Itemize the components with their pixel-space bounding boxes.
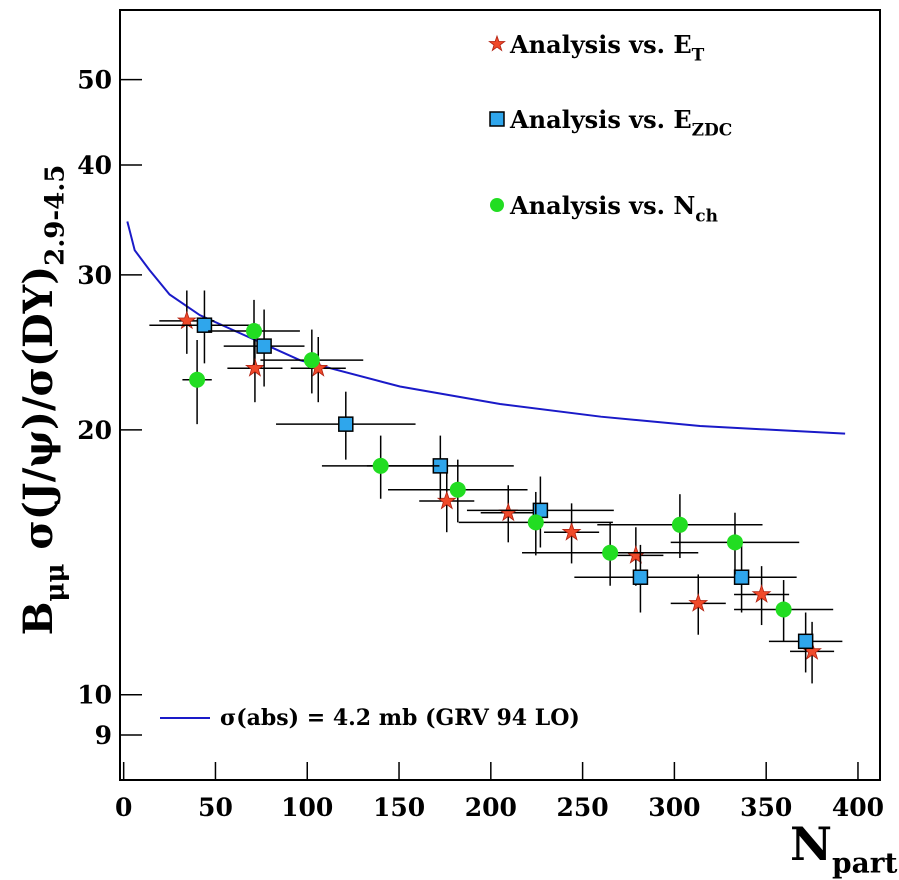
x-tick-label: 250 — [557, 793, 609, 822]
y-tick-label: 10 — [77, 681, 112, 710]
marker — [372, 457, 389, 474]
y-tick-label: 9 — [95, 721, 112, 750]
marker — [561, 521, 582, 541]
text-part: Analysis vs. N — [509, 191, 695, 220]
marker — [449, 481, 466, 498]
marker — [775, 601, 792, 618]
text-part: Analysis vs. E — [509, 105, 692, 134]
marker — [490, 198, 504, 212]
marker — [489, 111, 505, 127]
y-tick-label: 40 — [77, 151, 112, 180]
rich-text: Analysis vs. Nch — [509, 191, 718, 227]
x-tick-label: 150 — [373, 793, 425, 822]
marker — [602, 544, 619, 561]
marker — [189, 371, 206, 388]
x-tick-label: 100 — [281, 793, 333, 822]
subscript: ch — [695, 207, 718, 227]
subscript: ZDC — [692, 121, 733, 141]
x-tick-label: 300 — [648, 793, 700, 822]
rich-text: Analysis vs. EZDC — [509, 105, 732, 141]
text-part: N — [790, 817, 832, 871]
plot-frame — [119, 9, 881, 781]
marker — [632, 569, 649, 585]
x-tick-label: 400 — [832, 793, 884, 822]
y-tick-label: 20 — [77, 416, 112, 445]
marker — [726, 534, 743, 551]
rich-text: Npart — [790, 817, 898, 880]
marker — [488, 34, 506, 52]
x-tick-label: 0 — [115, 793, 132, 822]
marker — [256, 338, 272, 354]
curve — [126, 221, 846, 435]
text-part: B — [15, 602, 62, 636]
marker — [303, 352, 320, 369]
marker — [196, 317, 213, 333]
x-tick-label: 50 — [198, 793, 233, 822]
y-tick-label: 30 — [77, 261, 112, 290]
marker — [733, 569, 750, 585]
marker — [527, 514, 544, 531]
subscript: 2.9-4.5 — [41, 165, 71, 266]
rich-text: Analysis vs. ET — [509, 30, 705, 66]
marker — [246, 323, 263, 340]
legend-label: σ(abs) = 4.2 mb (GRV 94 LO) — [220, 705, 580, 731]
marker — [751, 584, 772, 603]
subscript: T — [692, 46, 705, 66]
marker — [671, 516, 688, 533]
marker — [797, 633, 814, 650]
y-tick-label: 50 — [77, 66, 112, 95]
text-part: σ(J/ψ)/σ(DY) — [15, 266, 62, 564]
subscript: μμ — [41, 564, 71, 602]
x-tick-label: 350 — [740, 793, 792, 822]
rich-text: Bμμ σ(J/ψ)/σ(DY)2.9-4.5 — [15, 165, 71, 636]
text-part: Analysis vs. E — [509, 30, 692, 59]
x-tick-label: 200 — [465, 793, 517, 822]
marker — [688, 592, 709, 612]
marker — [245, 357, 265, 377]
subscript: part — [832, 847, 897, 880]
marker — [338, 416, 354, 432]
